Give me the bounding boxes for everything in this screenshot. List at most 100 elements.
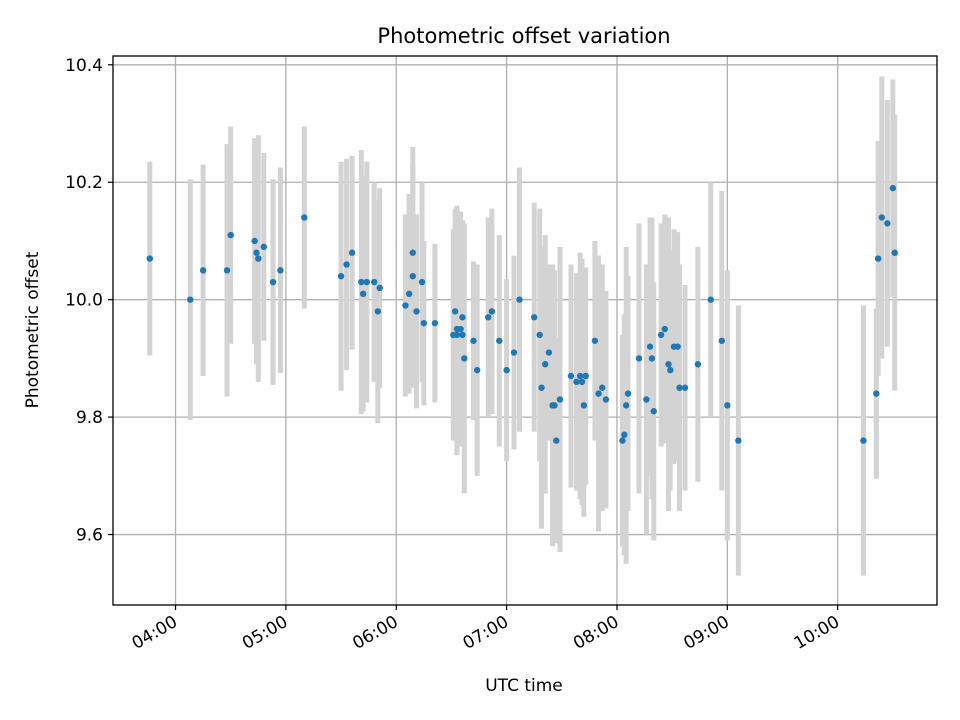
data-point [451, 308, 459, 315]
data-point [199, 267, 207, 274]
data-point [889, 184, 897, 192]
data-point [657, 331, 665, 339]
data-point [707, 296, 714, 303]
data-point [363, 278, 371, 286]
y-axis-label: Photometric offset [23, 251, 43, 408]
data-point [667, 366, 674, 374]
data-point [488, 308, 496, 315]
data-point [578, 378, 586, 386]
data-point [556, 396, 564, 403]
data-point [580, 402, 588, 409]
data-point [595, 390, 602, 397]
data-point [582, 372, 589, 380]
data-point [510, 349, 518, 356]
data-point [470, 337, 477, 344]
data-point [473, 366, 481, 374]
x-tick-label: 09:00 [680, 612, 732, 654]
data-point [269, 278, 277, 286]
data-point [545, 349, 553, 356]
x-tick-label: 08:00 [570, 612, 622, 654]
data-point [337, 272, 345, 280]
y-tick-label: 9.6 [76, 526, 103, 546]
data-point [724, 402, 731, 409]
data-point [891, 249, 898, 256]
data-point [260, 243, 268, 251]
data-point [860, 437, 867, 444]
data-point [624, 390, 632, 397]
data-points [146, 184, 898, 444]
data-point [635, 355, 643, 362]
data-point [461, 355, 468, 362]
data-point [413, 308, 420, 315]
data-point [503, 366, 510, 374]
data-point [650, 408, 657, 415]
y-tick-label: 10.0 [65, 291, 103, 311]
x-tick-label: 06:00 [349, 612, 401, 654]
data-point [358, 278, 365, 286]
data-point [459, 314, 466, 321]
y-tick-label: 9.8 [76, 408, 103, 428]
data-point [542, 361, 549, 368]
data-point [370, 278, 378, 286]
data-point [530, 314, 538, 321]
data-point [676, 384, 683, 391]
data-point [646, 343, 654, 350]
data-point [551, 402, 558, 409]
data-point [681, 384, 689, 391]
data-point [223, 267, 231, 274]
data-point [602, 396, 610, 403]
data-point [718, 337, 726, 344]
data-point [496, 337, 503, 344]
data-point [573, 378, 580, 386]
gridlines [113, 56, 937, 605]
data-point [253, 249, 260, 256]
data-point [227, 231, 234, 239]
data-point [643, 396, 650, 403]
data-point [453, 331, 461, 339]
data-point [359, 290, 367, 298]
data-point [457, 325, 464, 333]
data-point [553, 437, 560, 444]
data-point [599, 384, 606, 391]
y-axis-ticks: 9.6 9.8 10.0 10.2 10.4 [65, 56, 113, 546]
x-tick-label: 04:00 [129, 612, 181, 654]
x-axis-ticks: 04:00 05:00 06:00 07:00 08:00 09:00 10:00 [129, 605, 843, 654]
data-point [674, 343, 681, 350]
error-bars [147, 76, 898, 576]
data-point [485, 314, 492, 321]
data-point [348, 249, 356, 256]
x-tick-label: 10:00 [791, 612, 843, 654]
data-point [459, 331, 466, 339]
data-point [374, 308, 382, 315]
chart-title: Photometric offset variation [377, 24, 670, 48]
data-point [536, 331, 543, 339]
data-point [874, 255, 882, 262]
data-point [694, 361, 702, 368]
data-point [665, 361, 672, 368]
data-point [619, 437, 626, 444]
data-point [420, 319, 428, 327]
data-point [405, 290, 413, 298]
data-point [648, 355, 656, 362]
data-point [431, 319, 439, 327]
data-point [418, 278, 426, 286]
data-point [878, 214, 886, 221]
data-point [146, 255, 153, 262]
data-point [873, 390, 880, 397]
data-point [343, 261, 350, 268]
data-point [301, 214, 308, 221]
data-point [621, 431, 628, 438]
data-point [567, 372, 575, 380]
y-tick-label: 10.4 [65, 56, 103, 76]
x-tick-label: 05:00 [239, 612, 291, 654]
data-point [735, 437, 742, 444]
data-point [277, 267, 284, 274]
x-tick-label: 07:00 [460, 612, 512, 654]
data-point [409, 249, 417, 256]
data-point [251, 237, 258, 245]
data-point [402, 302, 409, 309]
data-point [884, 220, 891, 227]
data-point [538, 384, 545, 391]
data-point [661, 325, 668, 333]
